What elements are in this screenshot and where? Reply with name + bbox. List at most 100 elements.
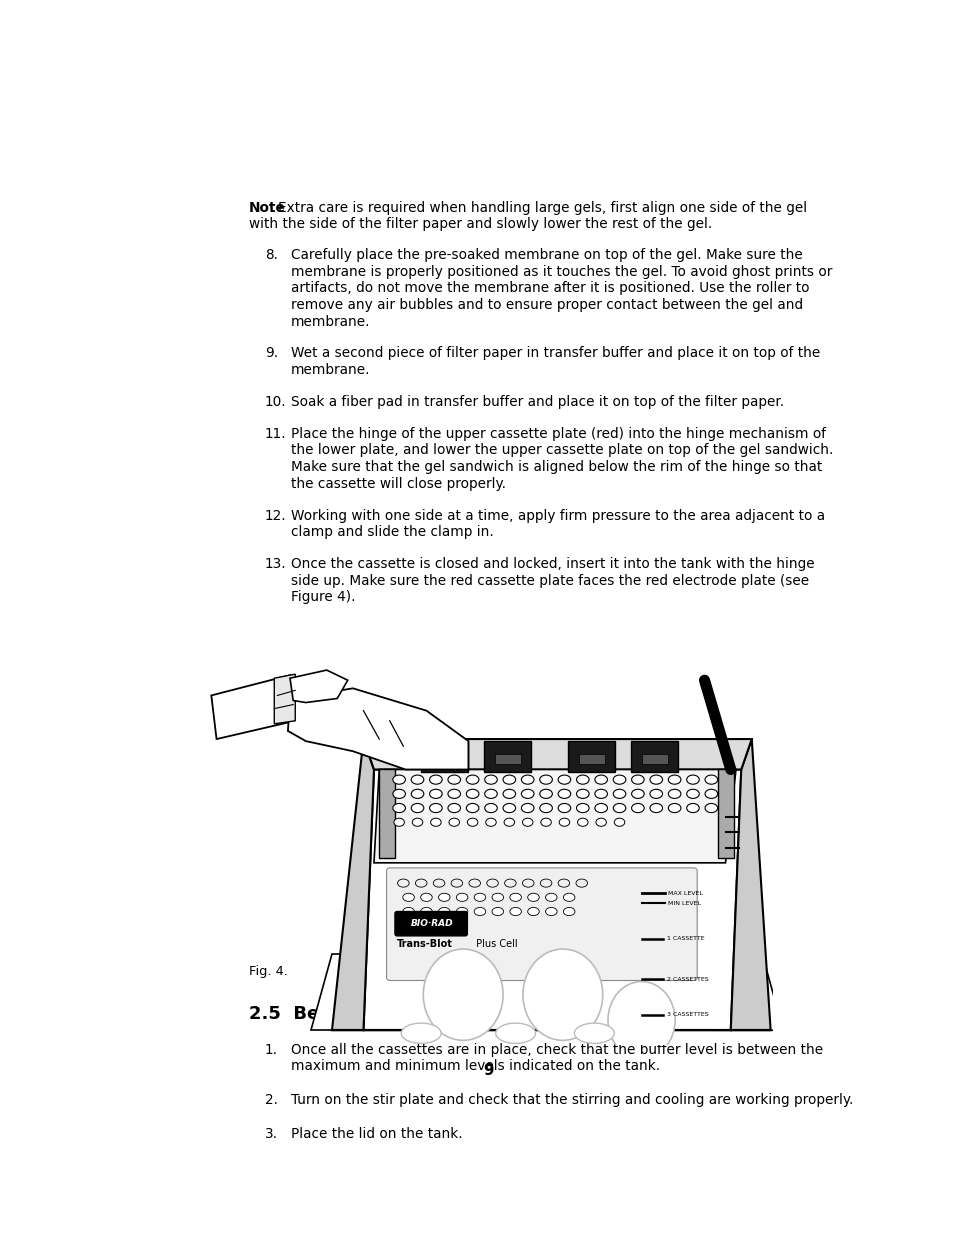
Ellipse shape <box>522 948 602 1040</box>
Polygon shape <box>631 741 678 772</box>
Ellipse shape <box>430 818 440 826</box>
Ellipse shape <box>649 789 662 798</box>
Ellipse shape <box>433 879 444 887</box>
Text: artifacts, do not move the membrane after it is positioned. Use the roller to: artifacts, do not move the membrane afte… <box>291 282 808 295</box>
Polygon shape <box>578 755 604 764</box>
Ellipse shape <box>607 982 675 1058</box>
Text: with the side of the filter paper and slowly lower the rest of the gel.: with the side of the filter paper and sl… <box>249 217 711 231</box>
Polygon shape <box>718 769 733 858</box>
Ellipse shape <box>411 776 423 784</box>
Text: 12.: 12. <box>265 509 286 522</box>
Ellipse shape <box>467 818 477 826</box>
Ellipse shape <box>448 776 460 784</box>
Ellipse shape <box>448 804 460 813</box>
Text: Once all the cassettes are in place, check that the buffer level is between the: Once all the cassettes are in place, che… <box>291 1042 822 1057</box>
Ellipse shape <box>466 776 478 784</box>
Text: clamp and slide the clamp in.: clamp and slide the clamp in. <box>291 525 493 540</box>
Ellipse shape <box>484 789 497 798</box>
Ellipse shape <box>474 908 485 915</box>
Ellipse shape <box>613 789 625 798</box>
Ellipse shape <box>502 789 516 798</box>
Polygon shape <box>715 955 782 1030</box>
Text: : Extra care is required when handling large gels, first align one side of the g: : Extra care is required when handling l… <box>269 200 806 215</box>
Ellipse shape <box>420 908 432 915</box>
Ellipse shape <box>393 804 405 813</box>
FancyBboxPatch shape <box>395 911 467 936</box>
Ellipse shape <box>558 789 570 798</box>
Ellipse shape <box>509 908 521 915</box>
Ellipse shape <box>449 818 459 826</box>
Ellipse shape <box>504 879 516 887</box>
Ellipse shape <box>474 893 485 902</box>
Ellipse shape <box>545 893 557 902</box>
Text: membrane is properly positioned as it touches the gel. To avoid ghost prints or: membrane is properly positioned as it to… <box>291 264 831 279</box>
Ellipse shape <box>484 776 497 784</box>
Ellipse shape <box>486 879 497 887</box>
Ellipse shape <box>485 818 496 826</box>
Ellipse shape <box>429 776 442 784</box>
Text: Plus Cell: Plus Cell <box>472 939 517 948</box>
Ellipse shape <box>595 789 607 798</box>
Polygon shape <box>421 741 468 772</box>
Ellipse shape <box>563 893 575 902</box>
Ellipse shape <box>649 776 662 784</box>
Ellipse shape <box>595 776 607 784</box>
Polygon shape <box>212 676 295 739</box>
Ellipse shape <box>402 908 414 915</box>
Ellipse shape <box>393 776 405 784</box>
Text: 1.: 1. <box>265 1042 277 1057</box>
Ellipse shape <box>539 804 552 813</box>
Ellipse shape <box>539 879 551 887</box>
FancyBboxPatch shape <box>386 868 697 981</box>
Text: Once the cassette is closed and locked, insert it into the tank with the hinge: Once the cassette is closed and locked, … <box>291 557 814 571</box>
Polygon shape <box>363 739 751 769</box>
Ellipse shape <box>649 804 662 813</box>
Ellipse shape <box>394 818 404 826</box>
Text: Note: Note <box>249 200 285 215</box>
Text: membrane.: membrane. <box>291 363 370 377</box>
Text: 9: 9 <box>483 1063 494 1078</box>
Polygon shape <box>568 741 615 772</box>
Text: 1 CASSETTE: 1 CASSETTE <box>666 936 703 941</box>
Text: 10.: 10. <box>265 395 286 409</box>
Ellipse shape <box>668 804 680 813</box>
Ellipse shape <box>423 948 502 1040</box>
Text: 2 CASSETTES: 2 CASSETTES <box>666 977 708 982</box>
Ellipse shape <box>614 818 624 826</box>
Ellipse shape <box>613 804 625 813</box>
Ellipse shape <box>401 1023 440 1044</box>
Polygon shape <box>484 741 531 772</box>
Polygon shape <box>363 769 740 1030</box>
Ellipse shape <box>521 789 534 798</box>
Text: Fig. 4.: Fig. 4. <box>249 965 287 978</box>
Ellipse shape <box>576 879 587 887</box>
Ellipse shape <box>631 789 643 798</box>
Polygon shape <box>730 739 770 1030</box>
Ellipse shape <box>496 1023 535 1044</box>
Text: MAX LEVEL: MAX LEVEL <box>667 890 702 895</box>
Ellipse shape <box>438 893 450 902</box>
Polygon shape <box>288 688 468 769</box>
Ellipse shape <box>456 908 467 915</box>
Ellipse shape <box>397 879 409 887</box>
Text: side up. Make sure the red cassette plate faces the red electrode plate (see: side up. Make sure the red cassette plat… <box>291 574 808 588</box>
Polygon shape <box>332 739 374 1030</box>
Ellipse shape <box>492 893 503 902</box>
Ellipse shape <box>393 789 405 798</box>
Ellipse shape <box>668 789 680 798</box>
Text: Working with one side at a time, apply firm pressure to the area adjacent to a: Working with one side at a time, apply f… <box>291 509 824 522</box>
Ellipse shape <box>631 776 643 784</box>
Ellipse shape <box>451 879 462 887</box>
Text: the lower plate, and lower the upper cassette plate on top of the gel sandwich.: the lower plate, and lower the upper cas… <box>291 443 832 457</box>
Text: membrane.: membrane. <box>291 315 370 329</box>
Ellipse shape <box>545 908 557 915</box>
Text: MIN LEVEL: MIN LEVEL <box>667 900 700 906</box>
Ellipse shape <box>438 908 450 915</box>
Ellipse shape <box>466 789 478 798</box>
Ellipse shape <box>574 1023 614 1044</box>
Ellipse shape <box>540 818 551 826</box>
Text: 13.: 13. <box>265 557 286 571</box>
Ellipse shape <box>503 818 514 826</box>
Polygon shape <box>290 671 348 703</box>
Text: BIO·RAD: BIO·RAD <box>410 919 453 929</box>
